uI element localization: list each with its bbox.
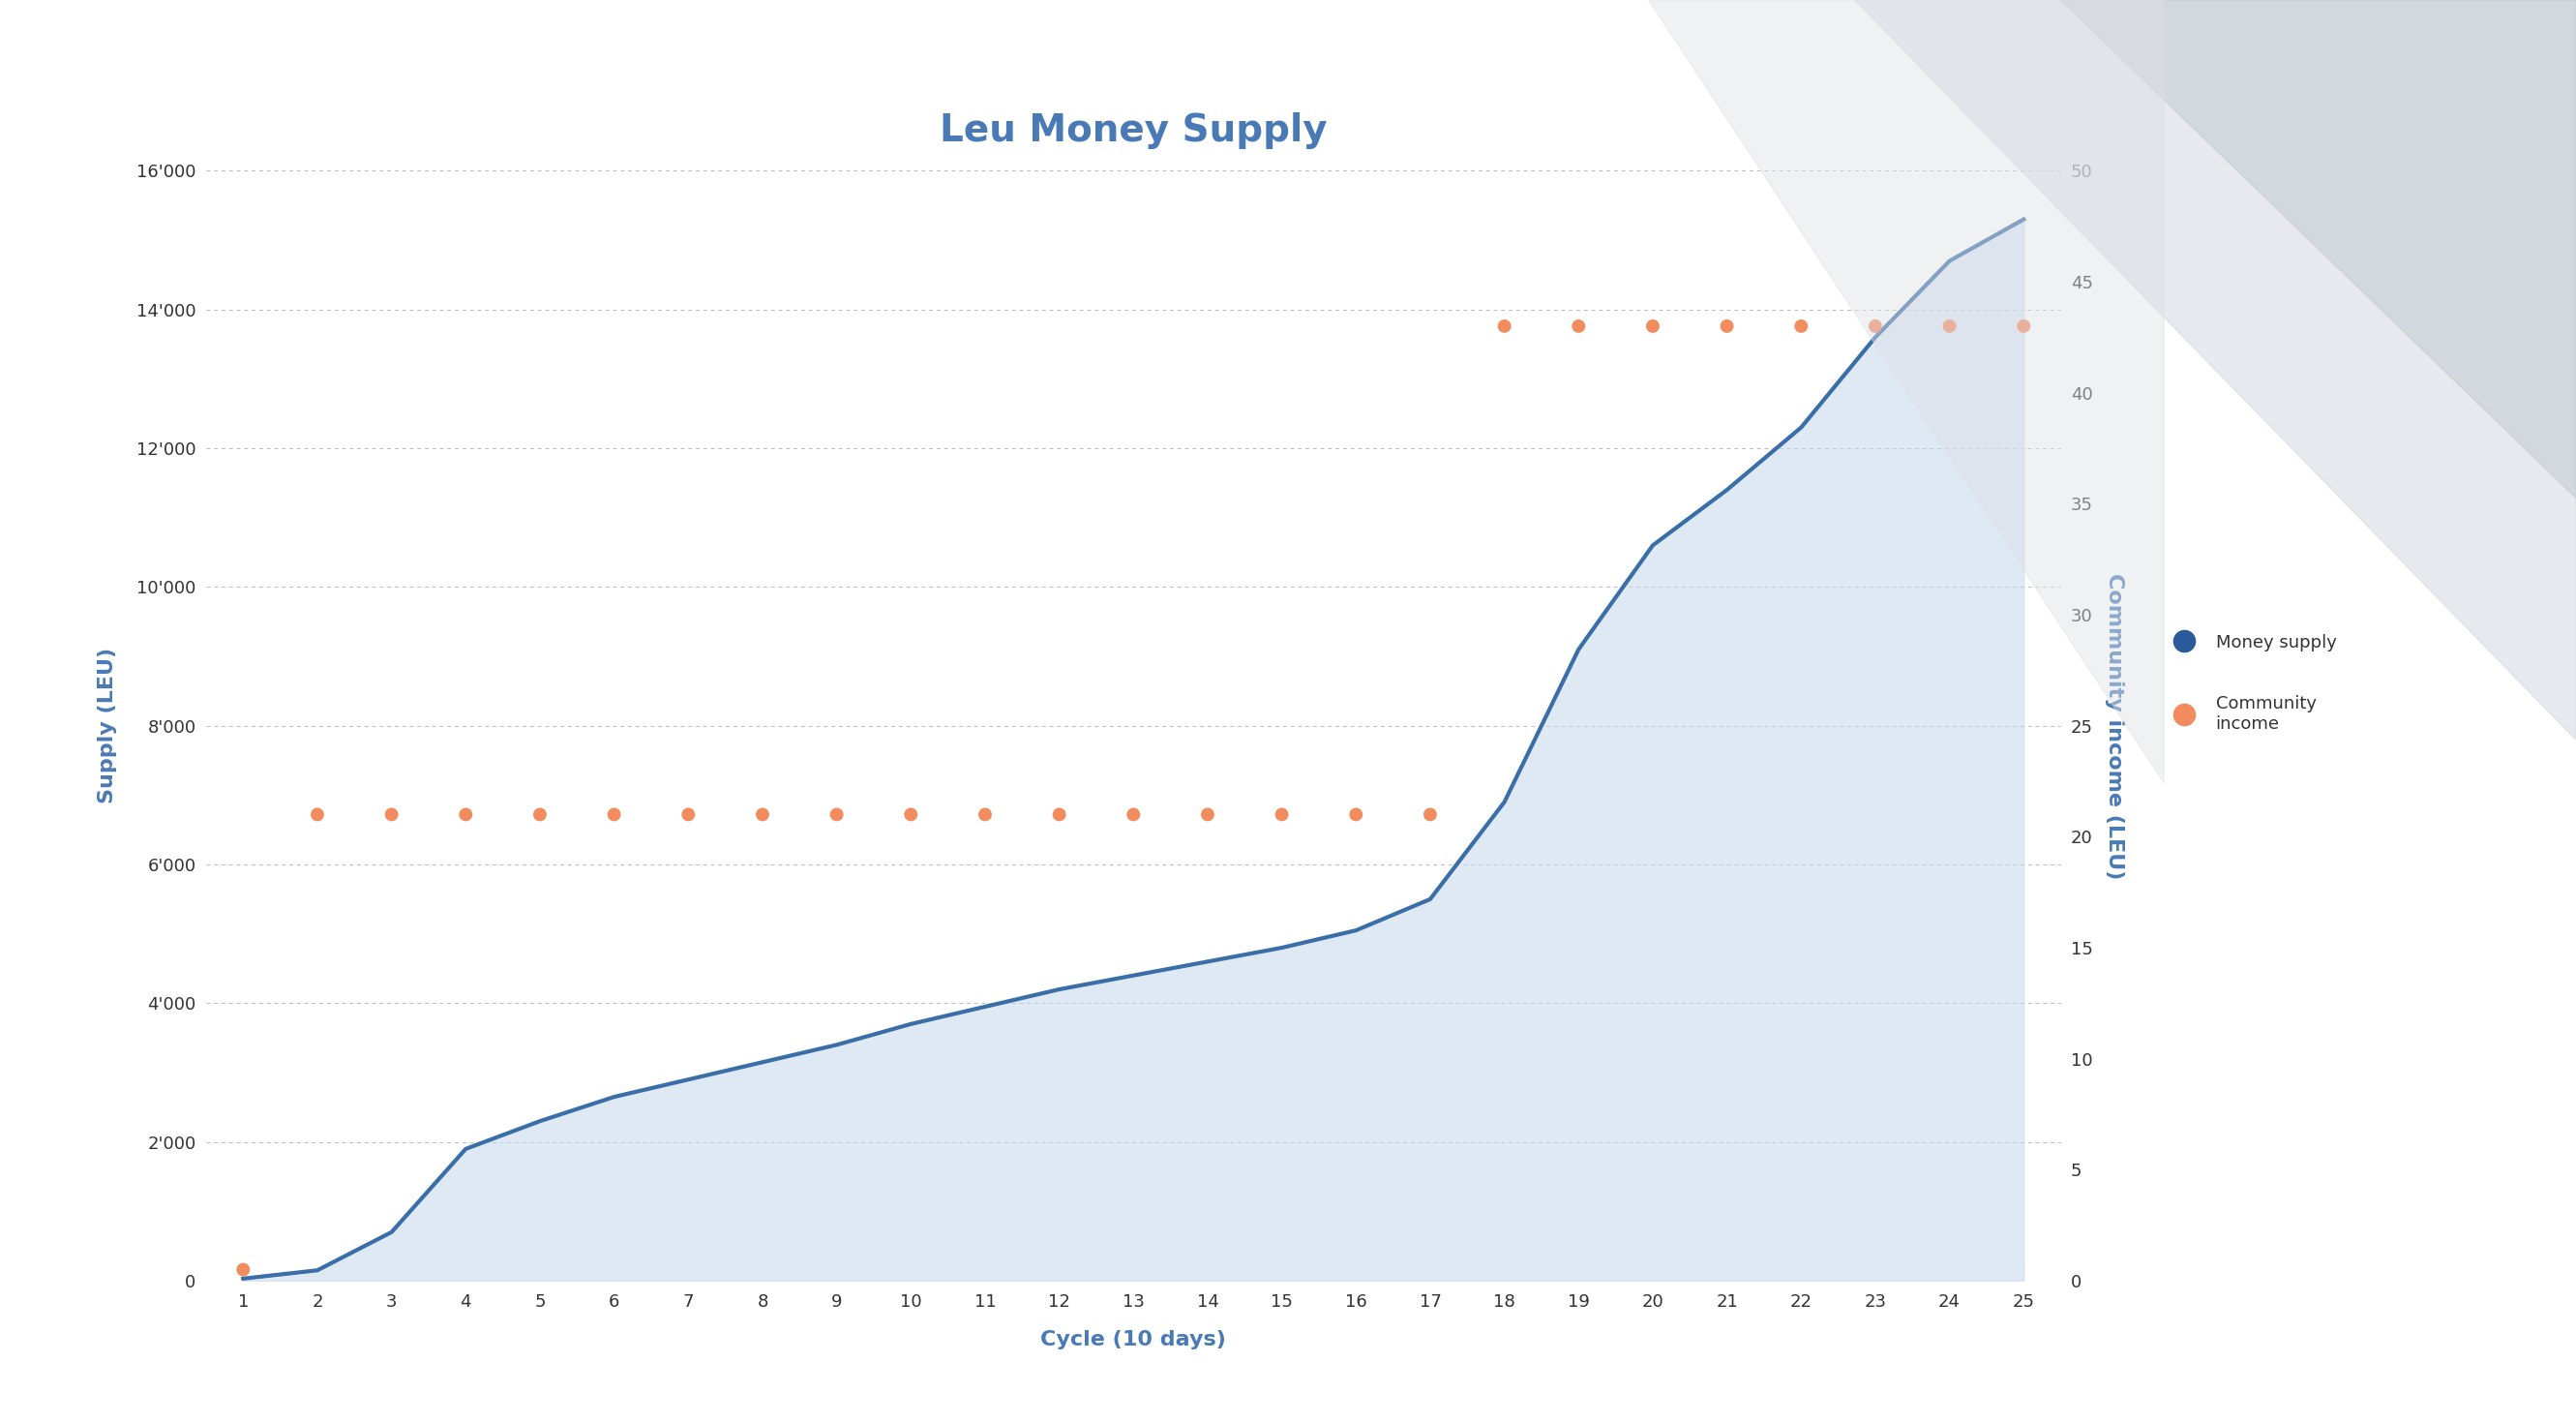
Title: Leu Money Supply: Leu Money Supply — [940, 112, 1327, 149]
Point — [891, 803, 933, 825]
Point — [667, 803, 708, 825]
Point — [963, 803, 1005, 825]
Point — [1409, 803, 1450, 825]
Point — [1038, 803, 1079, 825]
Y-axis label: Community income (LEU): Community income (LEU) — [2105, 572, 2125, 879]
Point — [1484, 314, 1525, 337]
Point — [1780, 314, 1821, 337]
Legend: Money supply, Community
income: Money supply, Community income — [2159, 626, 2344, 740]
Point — [1113, 803, 1154, 825]
Y-axis label: Supply (LEU): Supply (LEU) — [98, 647, 118, 804]
Point — [1633, 314, 1674, 337]
Point — [1558, 314, 1600, 337]
Point — [1929, 314, 1971, 337]
Point — [1262, 803, 1303, 825]
Point — [1334, 803, 1376, 825]
Point — [296, 803, 337, 825]
Point — [222, 1258, 263, 1281]
Point — [1188, 803, 1229, 825]
Point — [592, 803, 634, 825]
Point — [520, 803, 562, 825]
Point — [742, 803, 783, 825]
Point — [446, 803, 487, 825]
Point — [2004, 314, 2045, 337]
Point — [1855, 314, 1896, 337]
Point — [371, 803, 412, 825]
X-axis label: Cycle (10 days): Cycle (10 days) — [1041, 1329, 1226, 1349]
Point — [817, 803, 858, 825]
Point — [1705, 314, 1747, 337]
